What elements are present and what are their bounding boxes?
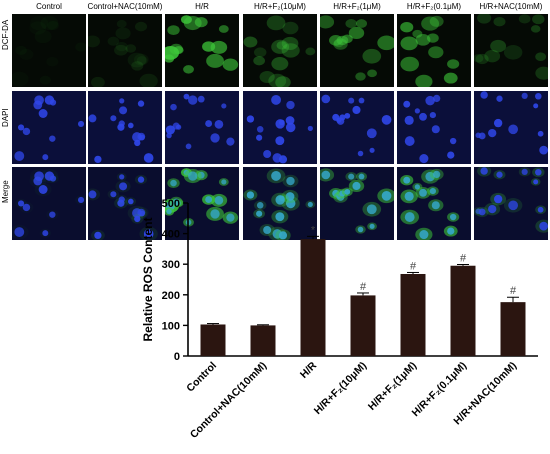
column-label: H/R+NAC(10mM) [479, 2, 543, 11]
micrograph-panel [320, 14, 394, 87]
column-label: H/R+F₂(0.1μM) [406, 2, 462, 11]
column-label: Control [36, 2, 62, 11]
bar [300, 239, 326, 356]
y-tick-label: 400 [162, 229, 180, 241]
bar [200, 324, 226, 356]
micrograph-panel [88, 14, 162, 87]
micrograph-panel [397, 91, 471, 164]
micrograph-panel [243, 14, 317, 87]
column-label: H/R [195, 2, 209, 11]
micrograph-panel [474, 91, 548, 164]
y-tick-label: 0 [174, 351, 180, 363]
y-tick-label: 500 [162, 198, 180, 210]
x-tick-label: H/R+F₂(10μM) [312, 360, 369, 417]
micrograph-panel [165, 14, 239, 87]
bar [450, 265, 476, 356]
column-label: Control+NAC(10mM) [87, 2, 163, 11]
column-label: H/R+F₂(1μM) [333, 2, 381, 11]
significance-mark: # [360, 281, 367, 293]
significance-mark: * [311, 224, 316, 236]
x-tick-label: H/R [298, 359, 320, 381]
y-axis-label: Relative ROS Content [141, 217, 155, 341]
column-label: H/R+F₂(10μM) [254, 2, 306, 11]
micrograph-panel [165, 91, 239, 164]
micrograph-panel [397, 167, 471, 240]
y-tick-label: 100 [162, 320, 180, 332]
micrograph-panel [12, 167, 86, 240]
bar [250, 325, 276, 356]
significance-mark: # [410, 260, 417, 272]
micrograph-panel [12, 14, 86, 87]
micrograph-panel [474, 14, 548, 87]
bar [350, 295, 376, 356]
x-tick-label: H/R+F₂(1μM) [366, 360, 419, 413]
micrograph-panel [243, 91, 317, 164]
x-tick-label: Control [184, 360, 219, 395]
y-tick-label: 300 [162, 259, 180, 271]
bar [400, 273, 426, 356]
micrograph-panel [88, 91, 162, 164]
micrograph-panel [320, 91, 394, 164]
micrograph-panel [88, 167, 162, 240]
bar [500, 302, 526, 356]
micrograph-panel [474, 167, 548, 240]
significance-mark: # [510, 285, 517, 297]
micrograph-panel [397, 14, 471, 87]
micrograph-panel [12, 91, 86, 164]
y-tick-label: 200 [162, 290, 180, 302]
micrograph-panel [243, 167, 317, 240]
significance-mark: # [460, 253, 467, 265]
micrograph-panel [320, 167, 394, 240]
